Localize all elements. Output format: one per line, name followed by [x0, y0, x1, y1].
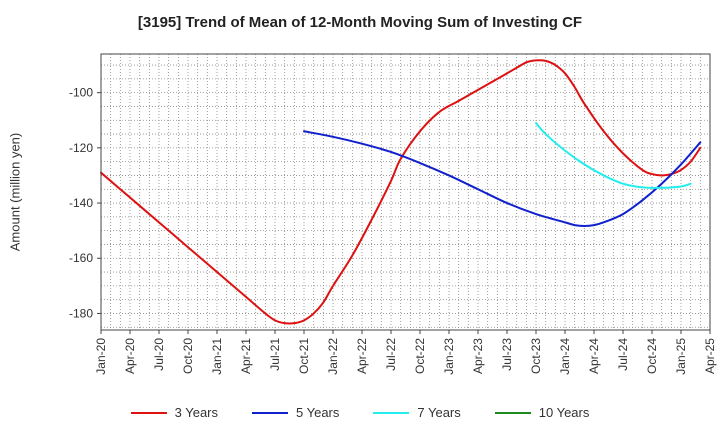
legend-item-7-years: 7 Years — [373, 405, 461, 420]
x-tick-label: Jul-20 — [152, 338, 166, 371]
legend-item-10-years: 10 Years — [494, 405, 590, 420]
y-tick-label: -100 — [69, 86, 93, 100]
legend-label: 3 Years — [174, 405, 218, 420]
legend-swatch — [494, 411, 531, 414]
x-tick-label: Jan-25 — [674, 338, 688, 375]
x-tick-label: Jan-20 — [94, 338, 108, 375]
x-tick-label: Oct-20 — [181, 338, 195, 374]
legend: 3 Years 5 Years 7 Years 10 Years — [0, 405, 720, 420]
x-tick-label: Jul-24 — [616, 338, 630, 371]
legend-swatch — [252, 411, 288, 414]
x-tick-label: Apr-22 — [355, 338, 369, 374]
x-tick-label: Apr-21 — [239, 338, 253, 374]
y-tick-label: -120 — [69, 141, 93, 155]
plot-frame — [100, 53, 711, 331]
legend-label: 10 Years — [538, 405, 590, 420]
y-tick-label: -160 — [69, 251, 93, 265]
x-tick-label: Oct-23 — [529, 338, 543, 374]
legend-swatch — [130, 411, 167, 414]
series-line-7-years — [535, 122, 692, 189]
x-tick-label: Oct-22 — [413, 338, 427, 374]
legend-label: 5 Years — [296, 405, 340, 420]
x-tick-label: Oct-21 — [297, 338, 311, 374]
y-tick-label: -180 — [69, 306, 93, 320]
legend-item-5-years: 5 Years — [252, 405, 339, 420]
legend-item-3-years: 3 Years — [130, 405, 218, 420]
x-tick-label: Apr-25 — [703, 338, 717, 374]
x-tick-label: Jul-22 — [384, 338, 398, 371]
plot-area — [101, 54, 710, 330]
series-line-3-years — [100, 59, 702, 325]
legend-label: 7 Years — [417, 405, 461, 420]
x-tick-label: Oct-24 — [645, 338, 659, 374]
x-tick-label: Jan-22 — [326, 338, 340, 375]
x-tick-label: Apr-20 — [123, 338, 137, 374]
x-tick-label: Jul-23 — [500, 338, 514, 371]
series-line-5-years — [303, 130, 702, 227]
x-tick-label: Jul-21 — [268, 338, 282, 371]
x-tick-label: Jan-23 — [442, 338, 456, 375]
y-tick-label: -140 — [69, 196, 93, 210]
x-tick-label: Apr-24 — [587, 338, 601, 374]
x-tick-label: Jan-24 — [558, 338, 572, 375]
x-tick-label: Apr-23 — [471, 338, 485, 374]
x-tick-label: Jan-21 — [210, 338, 224, 375]
legend-swatch — [373, 411, 410, 414]
chart-title: [3195] Trend of Mean of 12-Month Moving … — [137, 14, 583, 31]
